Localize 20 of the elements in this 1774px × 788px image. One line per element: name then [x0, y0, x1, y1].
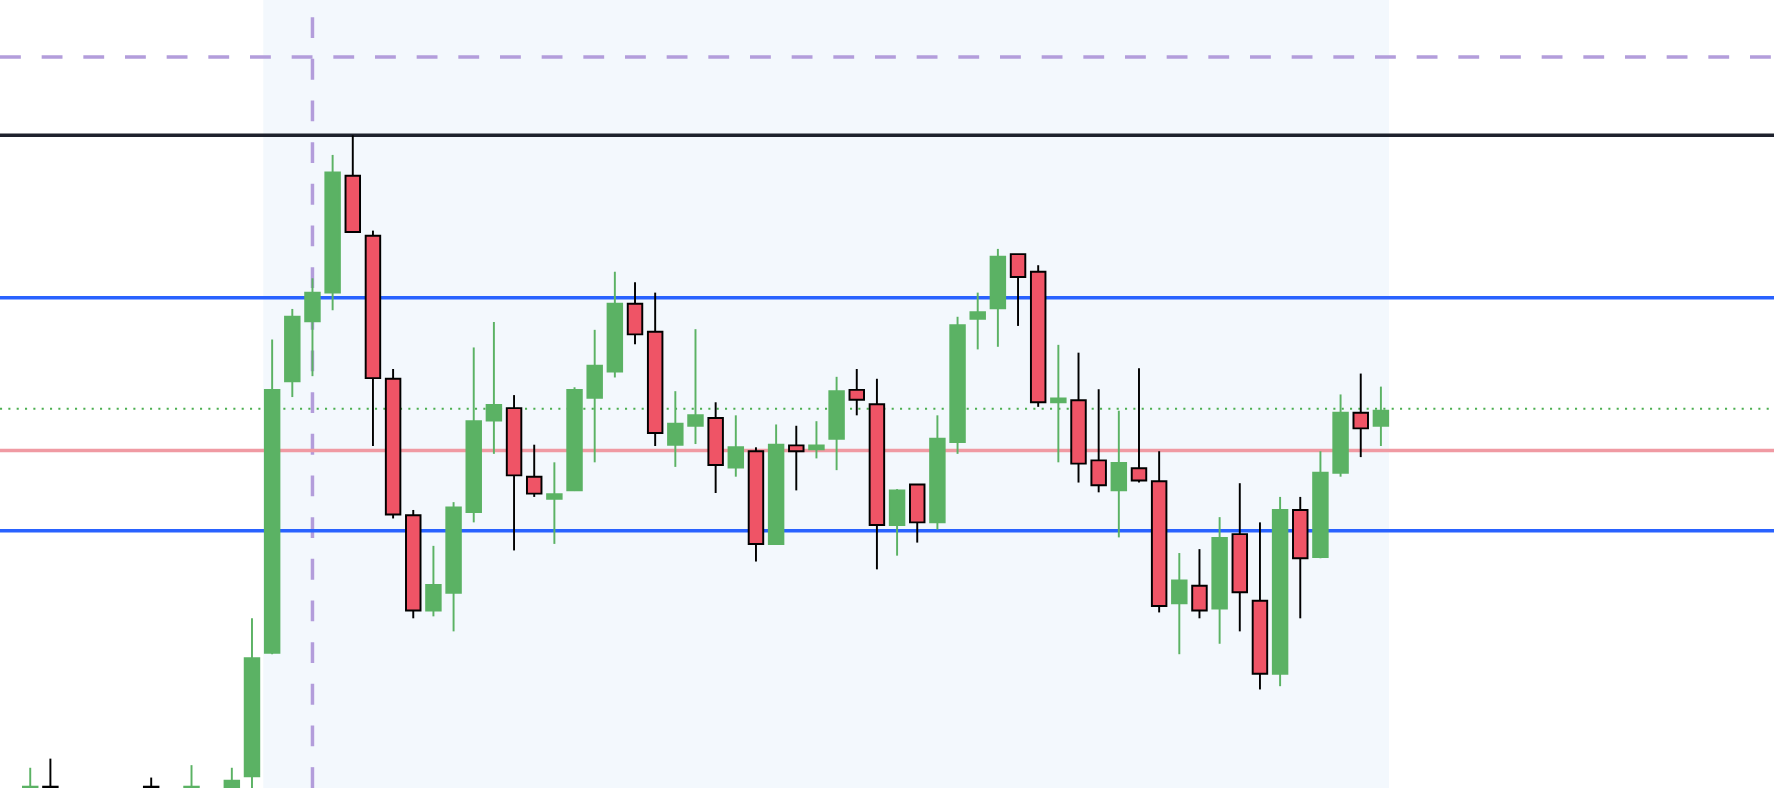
candlestick — [969, 291, 986, 351]
candlestick — [1050, 343, 1067, 464]
candlestick — [1009, 253, 1027, 327]
candlestick — [42, 757, 59, 788]
candlestick — [223, 766, 241, 788]
candlestick — [848, 368, 865, 417]
candlestick — [485, 321, 503, 455]
candlestick — [183, 764, 200, 788]
candlestick — [1130, 367, 1148, 484]
candlestick — [667, 390, 684, 468]
candlestick — [1171, 552, 1188, 656]
candlestick — [687, 328, 704, 446]
candlestick — [788, 424, 805, 492]
candlestick — [727, 414, 745, 478]
candlestick — [546, 461, 563, 545]
candlestick — [808, 420, 825, 460]
candlestick — [1372, 385, 1390, 447]
candlestick — [525, 443, 543, 498]
candlestick — [22, 766, 39, 788]
candlestick — [1352, 372, 1369, 459]
